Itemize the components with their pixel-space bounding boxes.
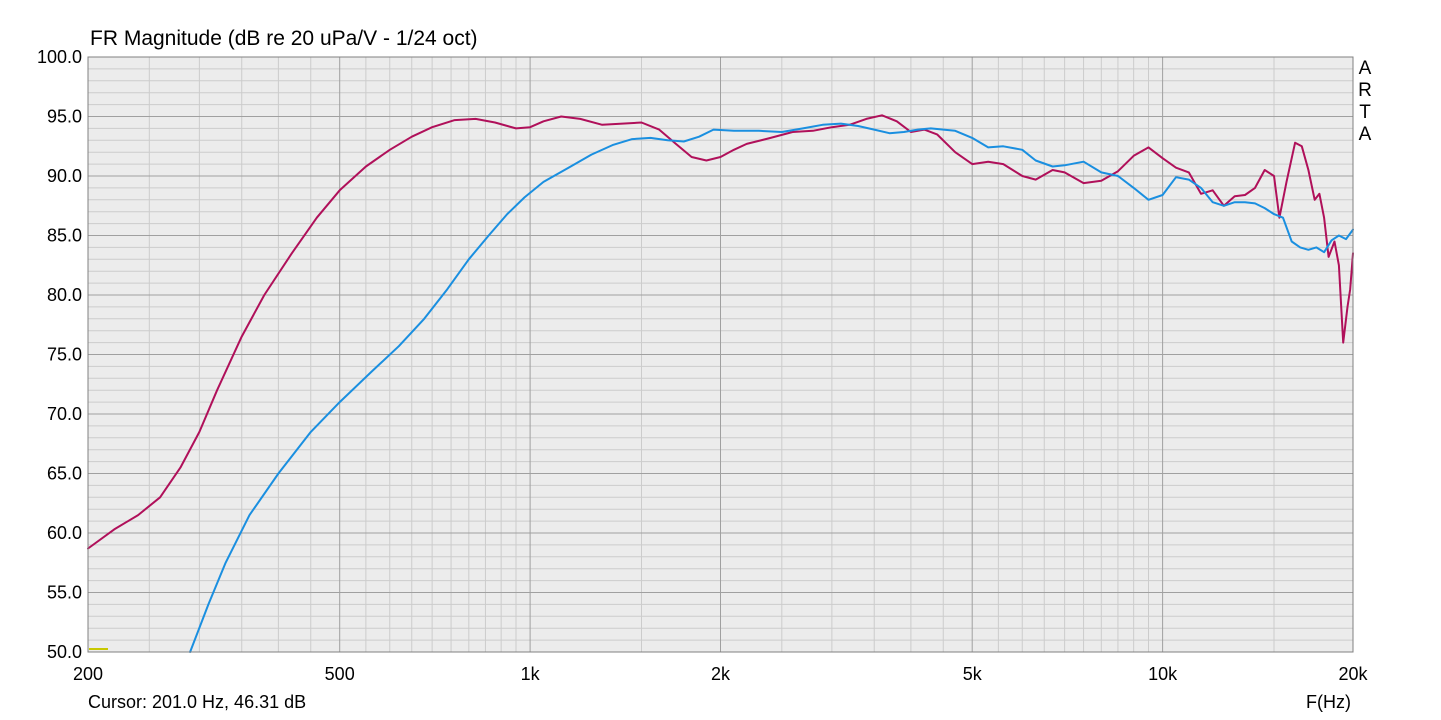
y-tick-label: 80.0 xyxy=(47,285,82,305)
y-tick-label: 85.0 xyxy=(47,226,82,246)
y-tick-label: 95.0 xyxy=(47,107,82,127)
x-tick-label: 500 xyxy=(325,664,355,684)
x-tick-label: 5k xyxy=(963,664,983,684)
x-tick-label: 1k xyxy=(521,664,541,684)
x-tick-label: 10k xyxy=(1148,664,1178,684)
y-tick-labels: 100.0 95.0 90.0 85.0 80.0 75.0 70.0 65.0 60.0 55.… xyxy=(37,47,82,662)
cursor-readout: Cursor: 201.0 Hz, 46.31 dB xyxy=(88,692,307,712)
y-tick-label: 100.0 xyxy=(37,47,82,67)
series-line-2 xyxy=(189,122,1354,653)
x-tick-label: 2k xyxy=(711,664,731,684)
y-tick-label: 90.0 xyxy=(47,166,82,186)
y-tick-label: 50.0 xyxy=(47,642,82,662)
y-tick-label: 60.0 xyxy=(47,523,82,543)
y-tick-label: 70.0 xyxy=(47,404,82,424)
y-tick-label: 75.0 xyxy=(47,345,82,365)
x-tick-label: 20k xyxy=(1338,664,1368,684)
plot-frame xyxy=(87,56,1354,653)
x-tick-label: 200 xyxy=(73,664,103,684)
y-tick-label: 65.0 xyxy=(47,464,82,484)
brand-letter-4: A xyxy=(1358,124,1372,145)
x-axis-label: F(Hz) xyxy=(1306,692,1351,712)
brand-letter-1: A xyxy=(1358,58,1372,79)
major-grid xyxy=(88,56,1353,653)
arta-brand-mark: A R T A xyxy=(1357,58,1373,146)
y-tick-label: 55.0 xyxy=(47,583,82,603)
brand-letter-3: T xyxy=(1359,102,1371,123)
brand-letter-2: R xyxy=(1358,80,1372,101)
x-tick-labels: 200 500 1k 2k 5k 10k 20k xyxy=(73,664,1369,684)
series-layer xyxy=(87,114,1354,653)
series-line-1 xyxy=(87,114,1354,550)
chart-title: FR Magnitude (dB re 20 uPa/V - 1/24 oct) xyxy=(90,27,478,50)
